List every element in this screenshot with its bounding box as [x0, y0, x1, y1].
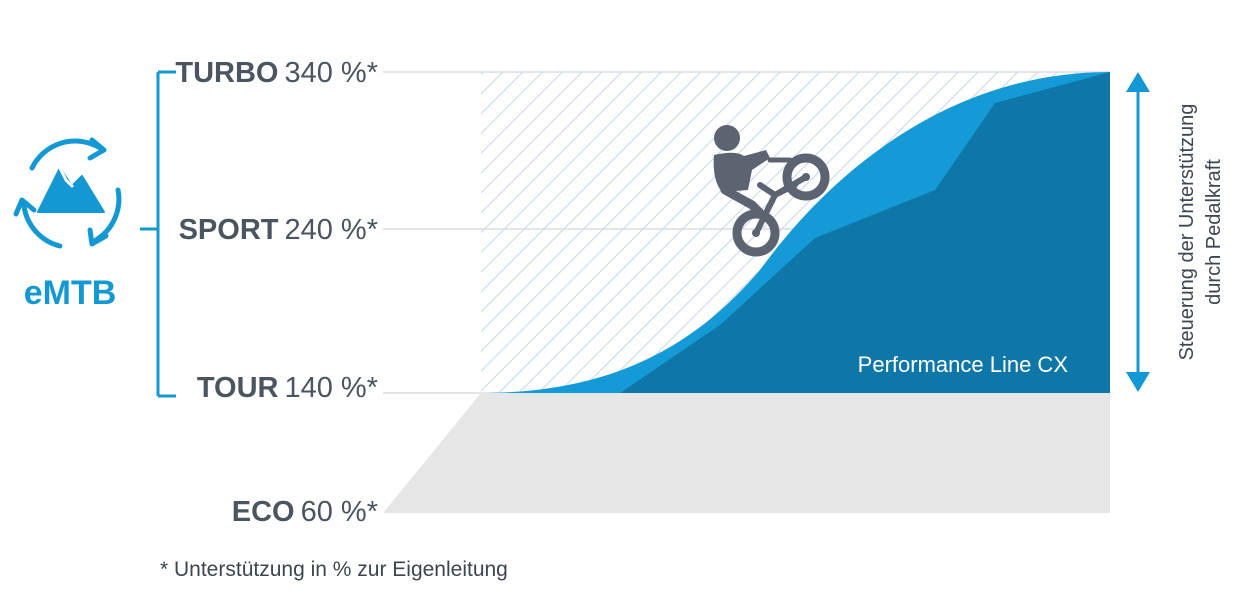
product-label: Performance Line CX: [858, 352, 1069, 377]
level-label-turbo: TURBO 340 %*: [175, 57, 378, 89]
emtb-mountain-cycle-icon: [13, 137, 122, 249]
level-label-sport: SPORT 240 %*: [179, 214, 378, 246]
eco-area: [383, 393, 1110, 513]
footnote: * Unterstützung in % zur Eigenleitung: [160, 558, 508, 581]
pedal-force-arrow-icon: [1126, 72, 1150, 392]
level-label-tour: TOUR 140 %*: [197, 372, 378, 404]
side-label-line1: Steuerung der Unterstützung: [1176, 104, 1198, 361]
side-label-line2: durch Pedalkraft: [1203, 159, 1225, 305]
support-curve-dark-area: [620, 72, 1110, 393]
mountain-biker-icon: [713, 125, 830, 257]
level-bracket: [140, 70, 176, 398]
emtb-label: eMTB: [24, 274, 117, 312]
level-label-eco: ECO 60 %*: [232, 496, 378, 528]
